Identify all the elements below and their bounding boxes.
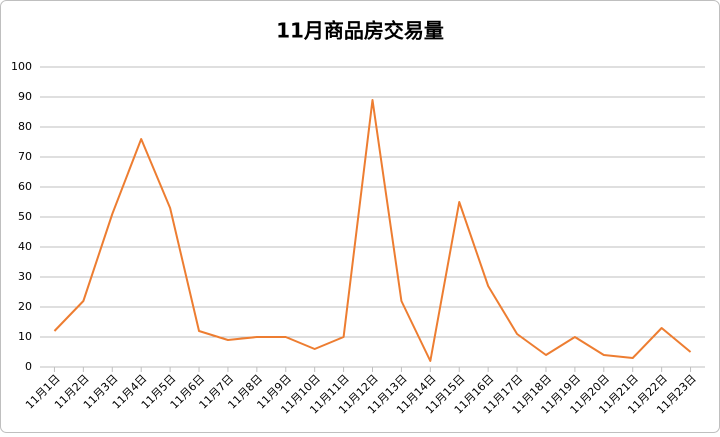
y-tick-label: 10 xyxy=(18,330,32,343)
y-tick-label: 70 xyxy=(18,150,32,163)
line-series xyxy=(53,99,692,362)
y-tick-label: 30 xyxy=(18,270,32,283)
chart-title: 11月商品房交易量 xyxy=(276,19,444,43)
y-tick-label: 100 xyxy=(11,60,32,73)
y-tick-label: 80 xyxy=(18,120,32,133)
y-tick-label: 0 xyxy=(25,360,32,373)
y-tick-label: 50 xyxy=(18,210,32,223)
y-tick-label: 60 xyxy=(18,180,32,193)
y-tick-label: 40 xyxy=(18,240,32,253)
y-tick-label: 90 xyxy=(18,90,32,103)
y-tick-label: 20 xyxy=(18,300,32,313)
